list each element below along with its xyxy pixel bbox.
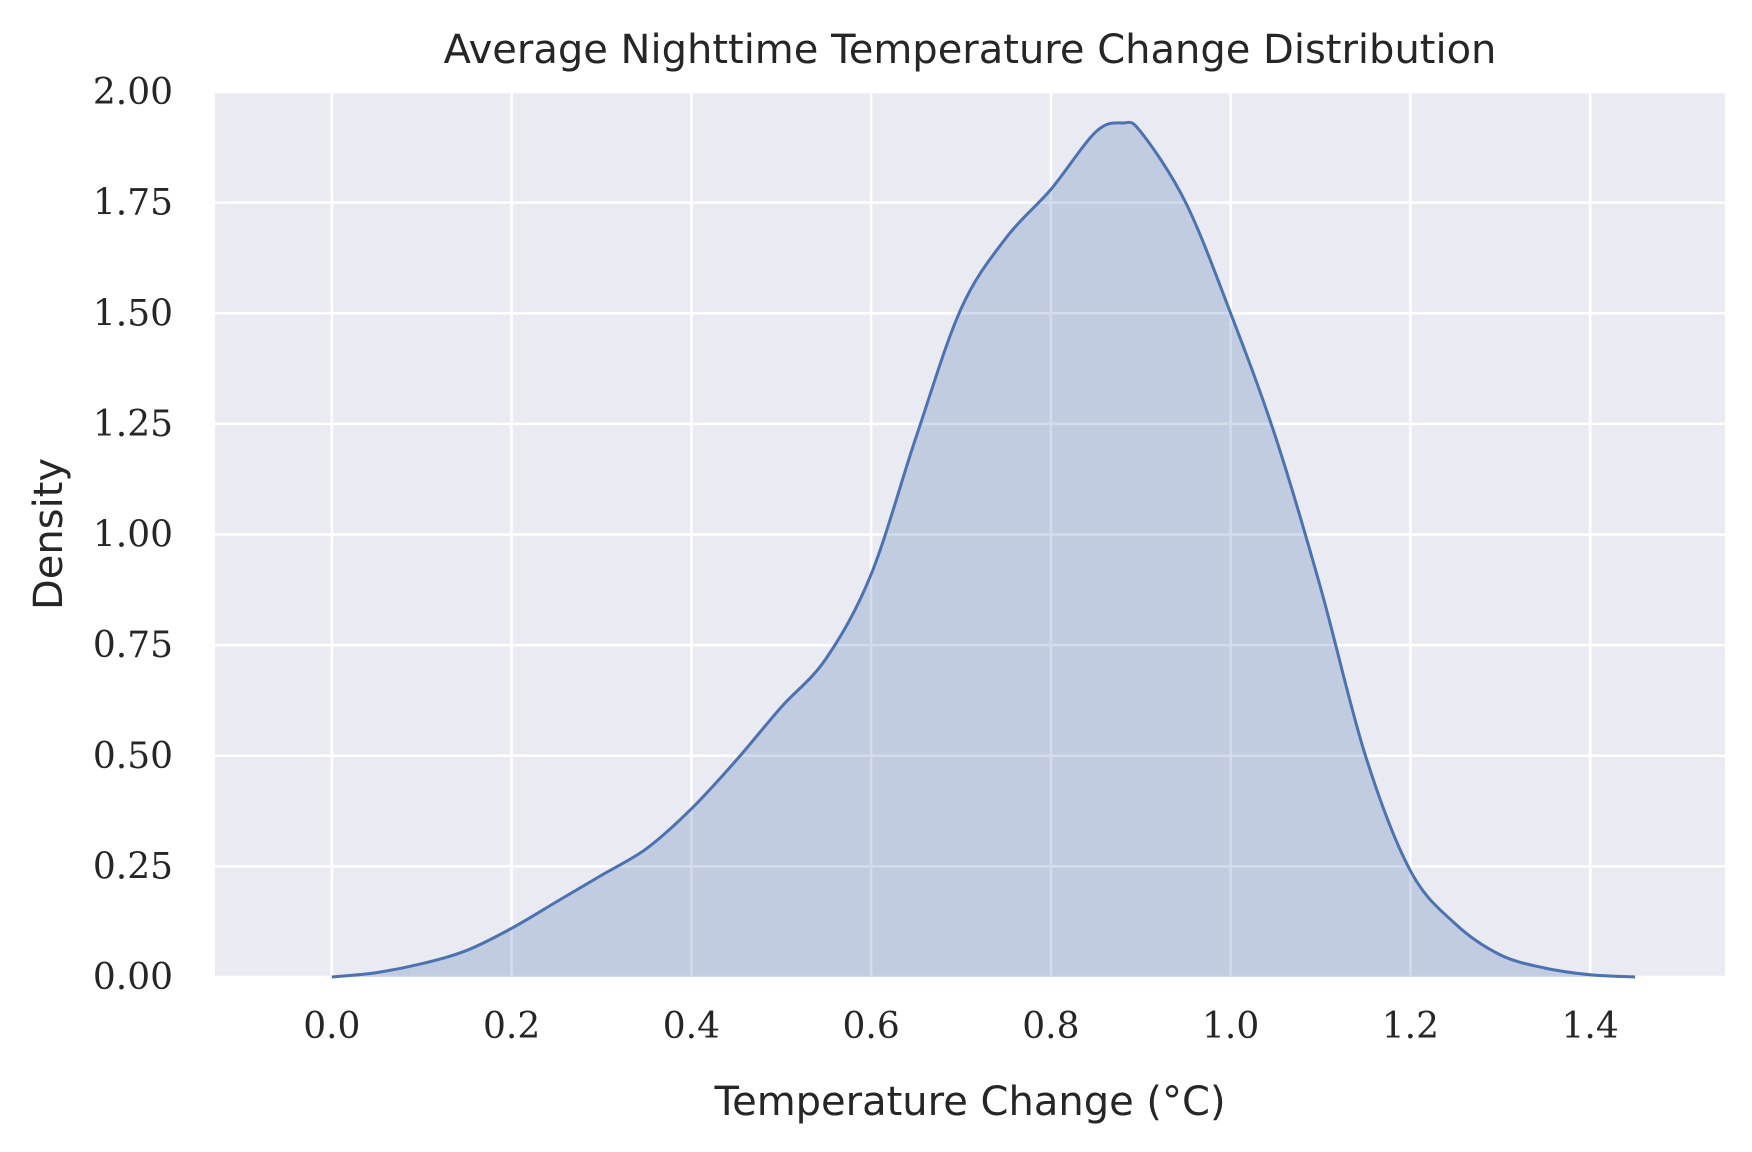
x-tick-label: 0.6 [842, 1006, 899, 1047]
y-tick-label: 0.25 [93, 846, 173, 887]
x-axis-ticks: 0.0 0.2 0.4 0.6 0.8 1.0 1.2 1.4 [303, 1006, 1619, 1047]
y-tick-label: 1.25 [93, 404, 173, 445]
y-axis-ticks: 0.00 0.25 0.50 0.75 1.00 1.25 1.50 1.75 2.00 [93, 72, 173, 998]
density-curve [331, 120, 1636, 979]
y-tick-label: 0.00 [93, 957, 173, 998]
y-tick-label: 2.00 [93, 72, 173, 113]
x-tick-label: 1.4 [1562, 1006, 1619, 1047]
x-tick-label: 1.0 [1202, 1006, 1259, 1047]
x-tick-label: 0.2 [483, 1006, 540, 1047]
x-tick-label: 0.0 [303, 1006, 360, 1047]
density-area [331, 122, 1636, 977]
y-tick-label: 1.00 [93, 515, 173, 556]
y-tick-label: 0.50 [93, 736, 173, 777]
y-axis-label: Density [26, 458, 72, 610]
x-tick-label: 0.8 [1022, 1006, 1079, 1047]
chart-title: Average Nighttime Temperature Change Dis… [444, 27, 1497, 73]
x-axis-label: Temperature Change (°C) [713, 1079, 1225, 1125]
y-tick-label: 0.75 [93, 625, 173, 666]
grid-lines [215, 90, 1725, 979]
x-tick-label: 0.4 [663, 1006, 720, 1047]
x-tick-label: 1.2 [1382, 1006, 1439, 1047]
y-tick-label: 1.50 [93, 293, 173, 334]
y-tick-label: 1.75 [93, 183, 173, 224]
